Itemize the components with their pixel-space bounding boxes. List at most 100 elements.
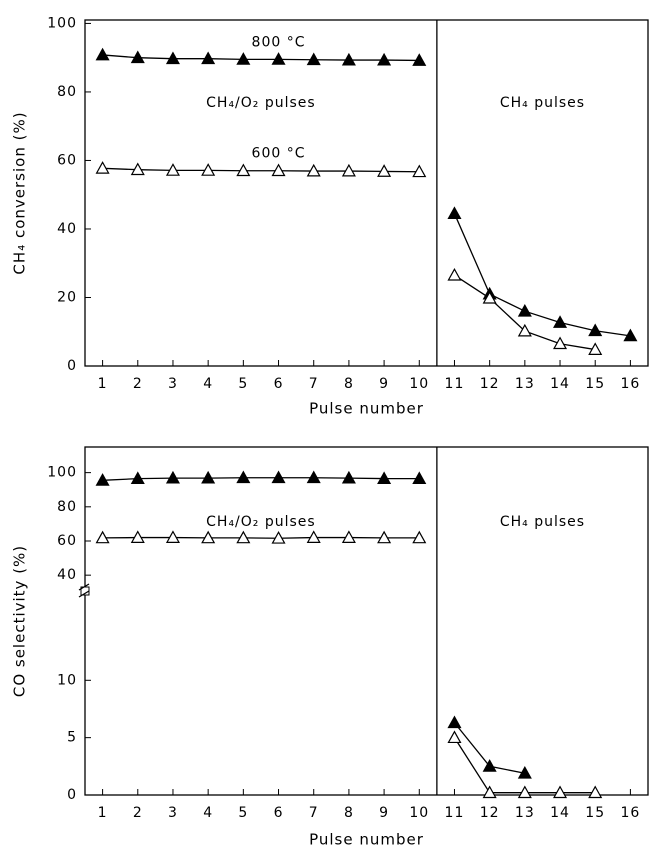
point-marker bbox=[482, 290, 497, 304]
point-marker bbox=[517, 785, 532, 799]
point-marker bbox=[377, 164, 392, 177]
point-marker bbox=[588, 785, 603, 799]
series-line bbox=[453, 213, 631, 337]
x-tick-label: 15 bbox=[585, 805, 605, 821]
series-line bbox=[102, 54, 420, 62]
y-tick-label: 40 bbox=[57, 567, 77, 583]
axis-break-mark bbox=[78, 590, 90, 598]
series-line bbox=[102, 167, 420, 173]
series-line bbox=[453, 737, 596, 794]
point-marker bbox=[447, 715, 462, 729]
point-marker bbox=[341, 163, 356, 177]
axis-break-mark bbox=[78, 583, 90, 591]
point-marker bbox=[588, 323, 603, 337]
point-marker bbox=[341, 530, 356, 543]
x-tick-label: 11 bbox=[445, 805, 465, 821]
point-marker bbox=[165, 51, 180, 65]
point-marker bbox=[517, 303, 532, 317]
x-tick-label: 16 bbox=[620, 805, 640, 821]
point-marker bbox=[517, 323, 532, 337]
x-tick-label: 15 bbox=[585, 376, 605, 392]
point-marker bbox=[271, 52, 286, 65]
x-tick-label: 14 bbox=[550, 376, 570, 392]
y-tick-label: 10 bbox=[57, 672, 77, 688]
x-tick-label: 4 bbox=[203, 376, 213, 392]
x-tick-label: 12 bbox=[480, 805, 500, 821]
point-marker bbox=[517, 765, 532, 779]
region-label: CH₄ pulses bbox=[500, 95, 585, 111]
point-marker bbox=[482, 785, 497, 799]
point-marker bbox=[341, 470, 356, 484]
x-tick-label: 14 bbox=[550, 805, 570, 821]
y-axis-title: CO selectivity (%) bbox=[11, 545, 29, 697]
point-marker bbox=[201, 530, 216, 544]
point-marker bbox=[165, 470, 180, 484]
point-marker bbox=[271, 470, 286, 484]
point-marker bbox=[412, 530, 427, 544]
point-marker bbox=[412, 164, 427, 178]
point-marker bbox=[236, 52, 251, 65]
point-marker bbox=[271, 531, 286, 544]
x-tick-label: 7 bbox=[309, 805, 319, 821]
point-marker bbox=[306, 52, 321, 66]
point-marker bbox=[306, 163, 321, 177]
point-marker bbox=[95, 47, 110, 61]
x-tick-label: 1 bbox=[98, 376, 108, 392]
point-marker bbox=[447, 206, 462, 219]
point-marker bbox=[377, 52, 392, 66]
point-marker bbox=[236, 530, 251, 544]
point-marker bbox=[412, 471, 427, 485]
y-tick-label: 100 bbox=[47, 15, 77, 31]
y-tick-label: 80 bbox=[57, 84, 77, 100]
point-marker bbox=[623, 328, 638, 342]
x-tick-label: 13 bbox=[515, 805, 535, 821]
x-axis-title: Pulse number bbox=[309, 831, 424, 849]
point-marker bbox=[412, 53, 427, 66]
y-tick-label: 20 bbox=[57, 289, 77, 305]
x-axis-title: Pulse number bbox=[309, 400, 424, 418]
point-marker bbox=[306, 530, 321, 543]
x-tick-label: 8 bbox=[344, 805, 354, 821]
series-line bbox=[102, 536, 420, 539]
point-marker bbox=[130, 50, 145, 64]
region-label: CH₄/O₂ pulses bbox=[206, 95, 316, 111]
point-marker bbox=[236, 470, 251, 484]
point-marker bbox=[553, 336, 568, 350]
point-marker bbox=[553, 315, 568, 328]
point-marker bbox=[201, 163, 216, 176]
point-marker bbox=[306, 470, 321, 484]
x-tick-label: 9 bbox=[379, 805, 389, 821]
point-marker bbox=[165, 530, 180, 543]
x-tick-label: 2 bbox=[133, 805, 143, 821]
point-marker bbox=[130, 471, 145, 485]
x-tick-label: 2 bbox=[133, 376, 143, 392]
region-label: CH₄ pulses bbox=[500, 514, 585, 530]
y-tick-label: 0 bbox=[67, 787, 77, 803]
x-tick-label: 13 bbox=[515, 376, 535, 392]
x-tick-label: 10 bbox=[409, 376, 429, 392]
x-tick-label: 6 bbox=[274, 376, 284, 392]
y-tick-label: 40 bbox=[57, 221, 77, 237]
plot-frame bbox=[84, 446, 649, 796]
point-marker bbox=[95, 473, 110, 486]
x-tick-label: 5 bbox=[238, 805, 248, 821]
x-tick-label: 1 bbox=[98, 805, 108, 821]
x-tick-label: 6 bbox=[274, 805, 284, 821]
series-label: 800 °C bbox=[252, 34, 306, 50]
point-marker bbox=[236, 163, 251, 177]
point-marker bbox=[553, 785, 568, 799]
point-marker bbox=[271, 163, 286, 177]
point-marker bbox=[377, 530, 392, 544]
point-marker bbox=[130, 530, 145, 543]
series-line bbox=[102, 477, 420, 481]
region-label: CH₄/O₂ pulses bbox=[206, 514, 316, 530]
y-tick-label: 80 bbox=[57, 499, 77, 515]
y-tick-label: 60 bbox=[57, 152, 77, 168]
x-tick-label: 10 bbox=[409, 805, 429, 821]
x-tick-label: 8 bbox=[344, 376, 354, 392]
point-marker bbox=[341, 52, 356, 66]
point-marker bbox=[165, 163, 180, 176]
point-marker bbox=[588, 342, 603, 355]
y-tick-label: 60 bbox=[57, 533, 77, 549]
